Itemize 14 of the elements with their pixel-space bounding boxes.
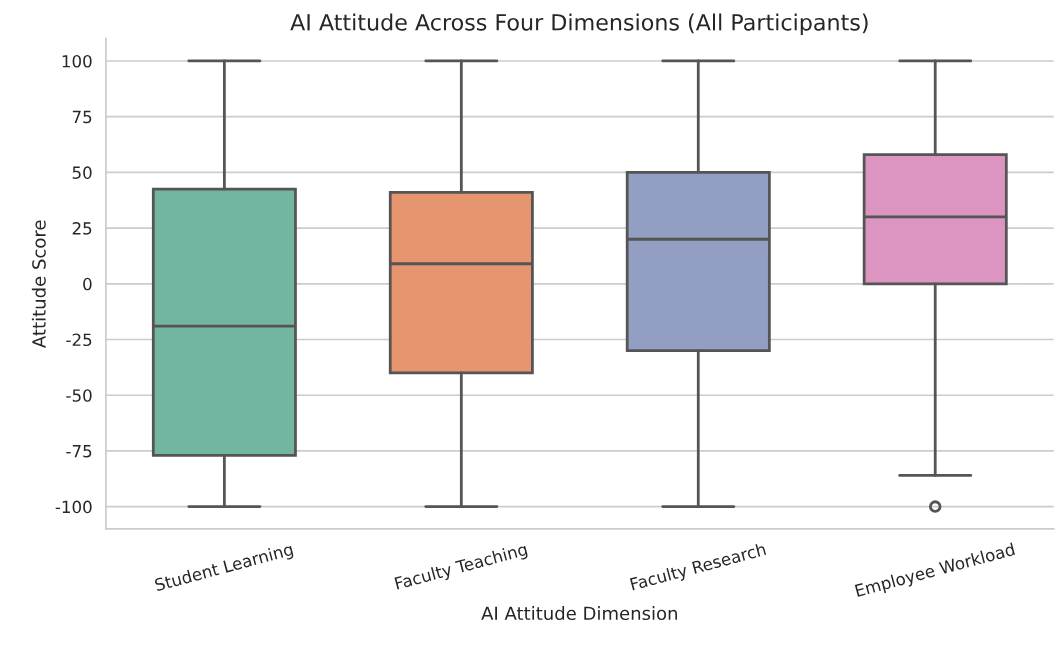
chart-title: AI Attitude Across Four Dimensions (All Participants) [290, 13, 868, 35]
y-tick-label: 25 [72, 222, 92, 235]
y-tick-label: 100 [62, 54, 92, 68]
y-tick-label: -100 [55, 500, 92, 514]
x-tick-label: Faculty Teaching [394, 542, 529, 593]
y-axis-title: Attitude Score [31, 220, 46, 348]
x-tick-label: Student Learning [154, 542, 295, 595]
y-tick-label: 0 [83, 277, 92, 291]
y-tick-label: -75 [66, 445, 92, 458]
y-tick-label: -25 [66, 333, 92, 347]
y-tick-label: -50 [66, 389, 92, 402]
x-axis-title: AI Attitude Dimension [481, 606, 677, 621]
y-tick-label: 75 [72, 110, 92, 124]
y-tick-label: 50 [72, 166, 92, 179]
